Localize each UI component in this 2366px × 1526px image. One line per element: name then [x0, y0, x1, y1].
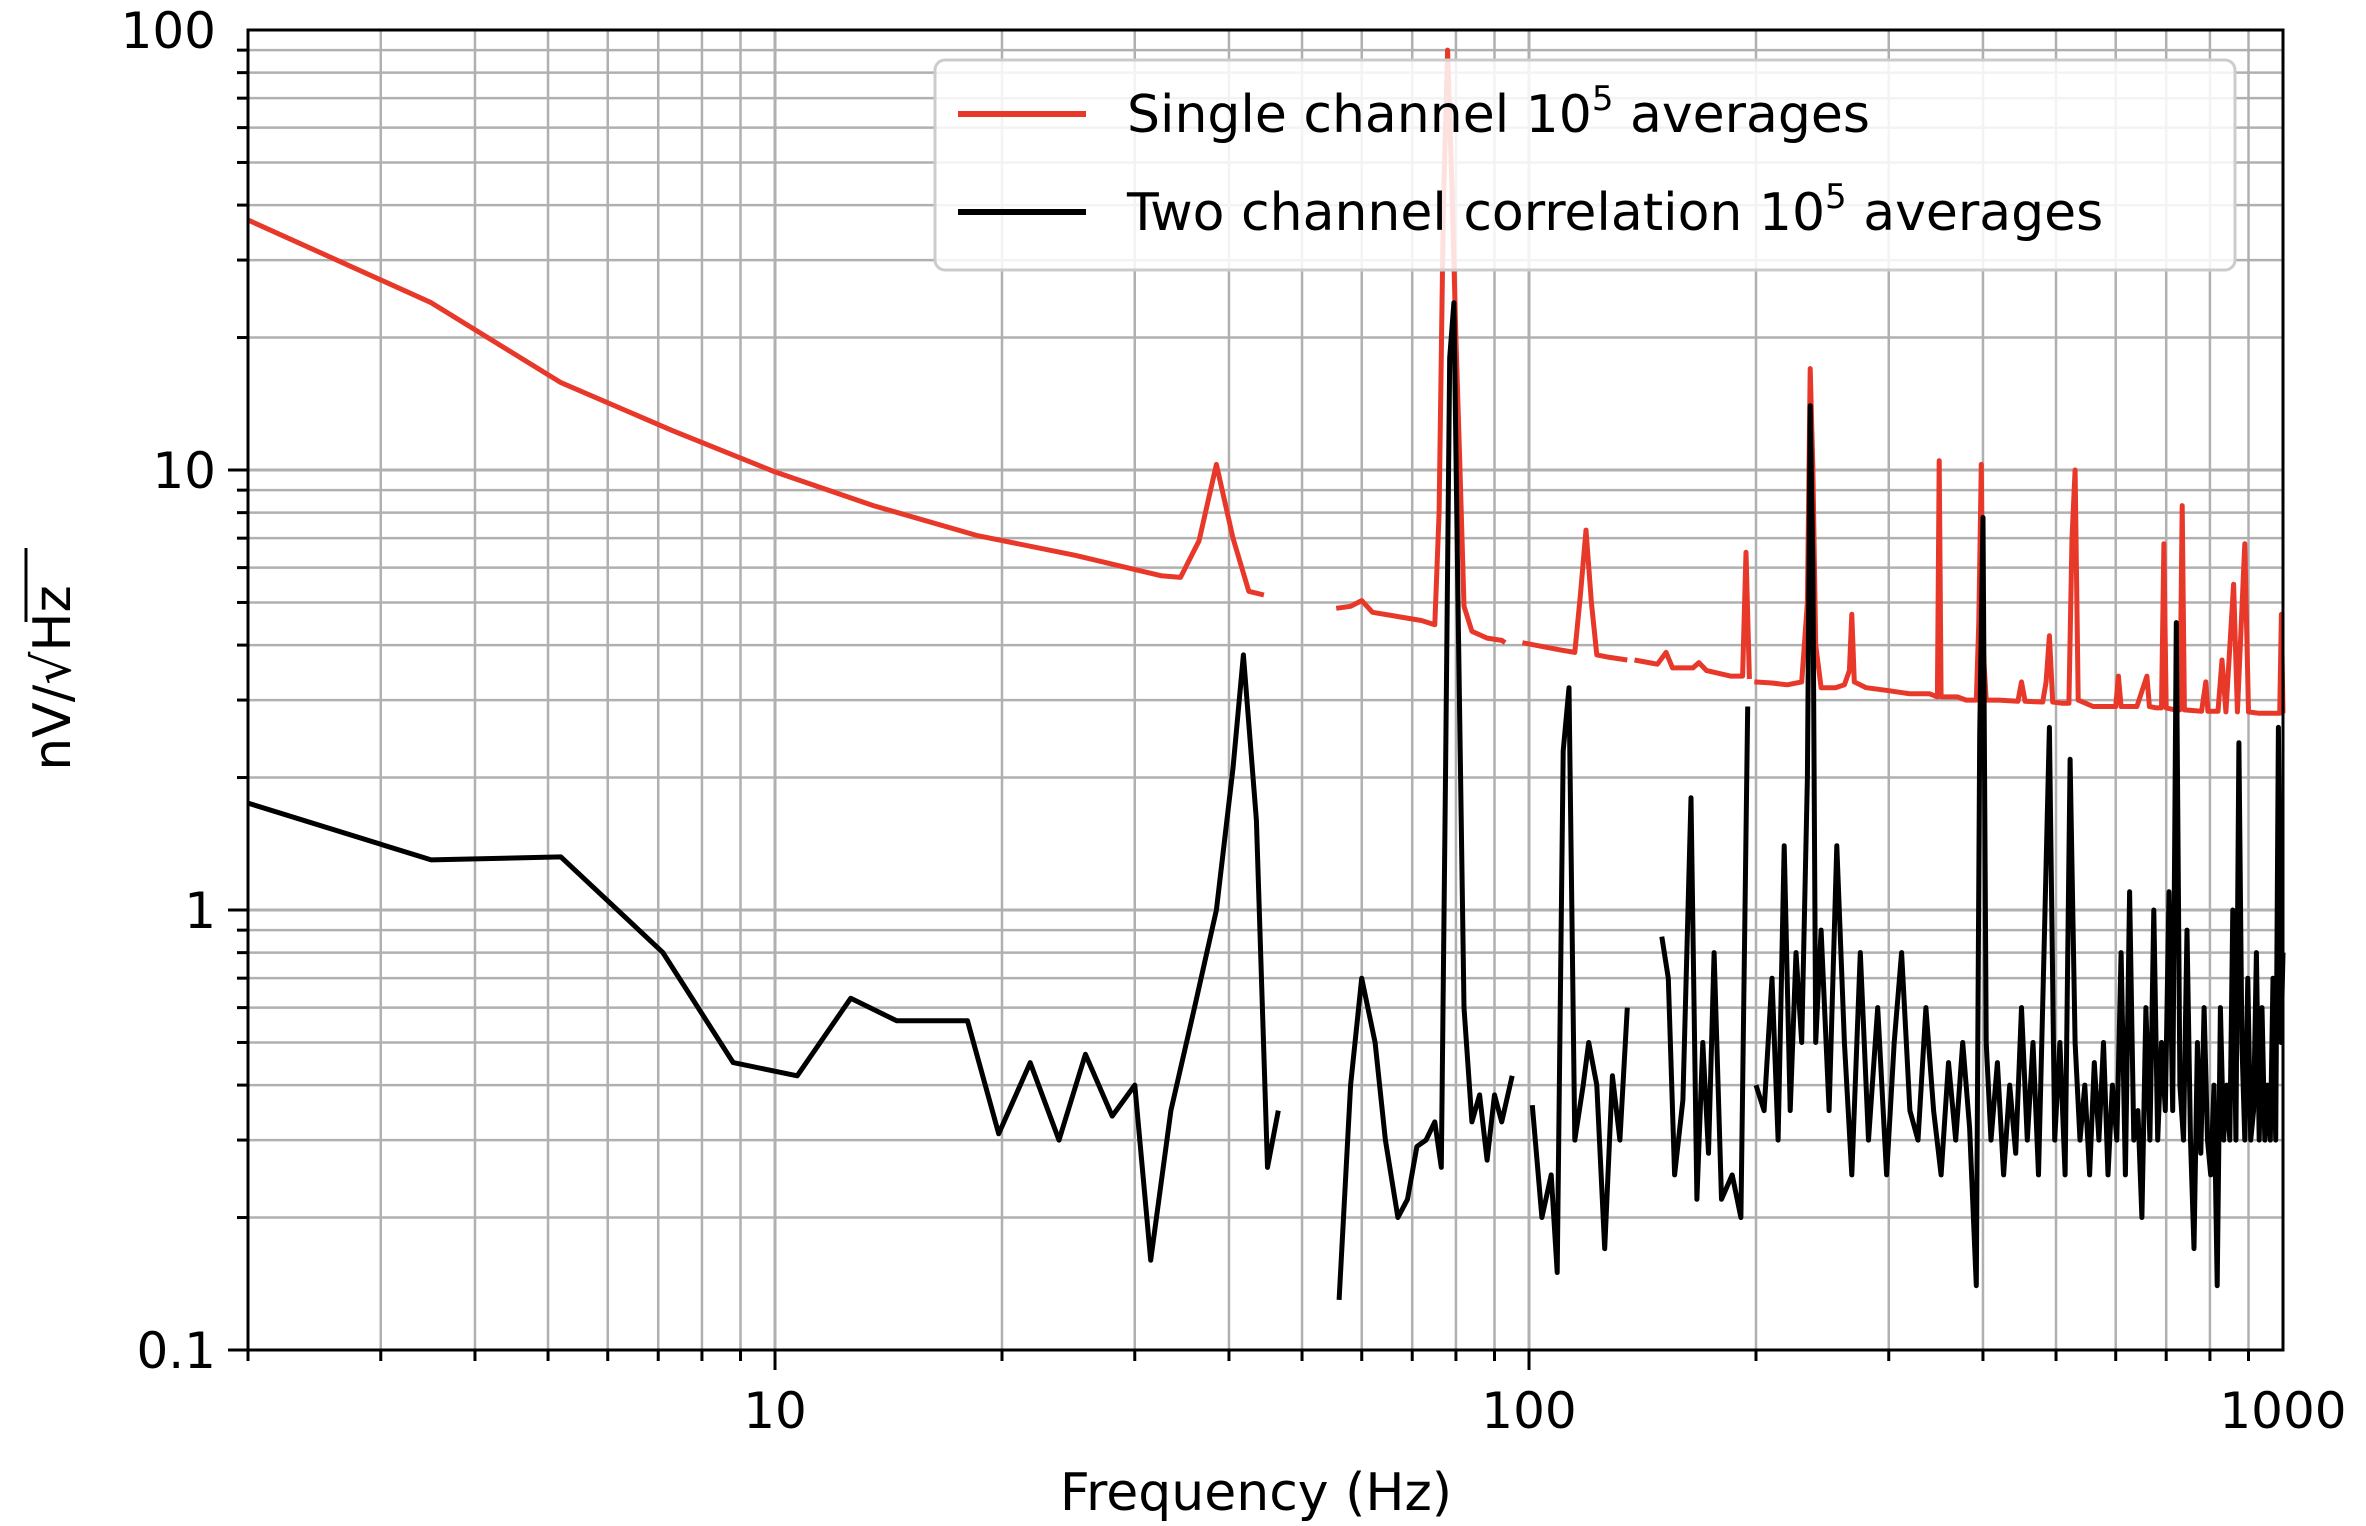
legend-superscript: 5 — [1592, 79, 1614, 119]
x-tick-label: 100 — [1481, 1382, 1576, 1440]
plot-series — [246, 47, 2286, 1301]
tick-marks: 10 100 1000 0.1 1 10 100 — [121, 2, 2347, 1440]
x-tick-label: 1000 — [2219, 1382, 2346, 1440]
legend-superscript: 5 — [1825, 177, 1847, 217]
svg-text:nV/√Hz: nV/√Hz — [23, 585, 83, 771]
plot-frame — [246, 28, 2285, 1352]
y-axis-label-radical: √ — [23, 651, 83, 685]
y-tick-label: 100 — [121, 2, 216, 60]
single-channel-line — [1521, 527, 1628, 663]
y-axis-label-prefix: nV/ — [23, 684, 83, 771]
legend-label-single-channel: Single channel 105 averages — [1127, 79, 1870, 145]
two-channel-line — [1336, 300, 1515, 1301]
x-tick-label: 10 — [743, 1382, 807, 1440]
y-tick-label: 10 — [152, 442, 216, 500]
axes — [246, 28, 2285, 1352]
two-channel-line — [1753, 403, 2286, 1289]
legend-label-two-channel: Two channel correlation 105 averages — [1126, 177, 2103, 243]
single-channel-line — [246, 217, 1265, 598]
legend-box — [933, 58, 2237, 272]
single-channel-line — [1634, 549, 1752, 680]
legend: Single channel 105 averages Two channel … — [933, 58, 2237, 272]
single-channel-line — [1335, 47, 1507, 645]
y-axis-label: nV/√Hz — [23, 548, 83, 771]
y-tick-label: 1 — [184, 882, 216, 940]
y-tick-label: 0.1 — [136, 1322, 216, 1380]
two-channel-line — [1659, 706, 1751, 1220]
two-channel-line — [1529, 685, 1630, 1275]
x-axis-label: Frequency (Hz) — [1060, 1463, 1452, 1523]
single-channel-line — [1754, 366, 2286, 716]
y-axis-label-unit: Hz — [23, 585, 83, 651]
two-channel-line — [247, 652, 1281, 1263]
